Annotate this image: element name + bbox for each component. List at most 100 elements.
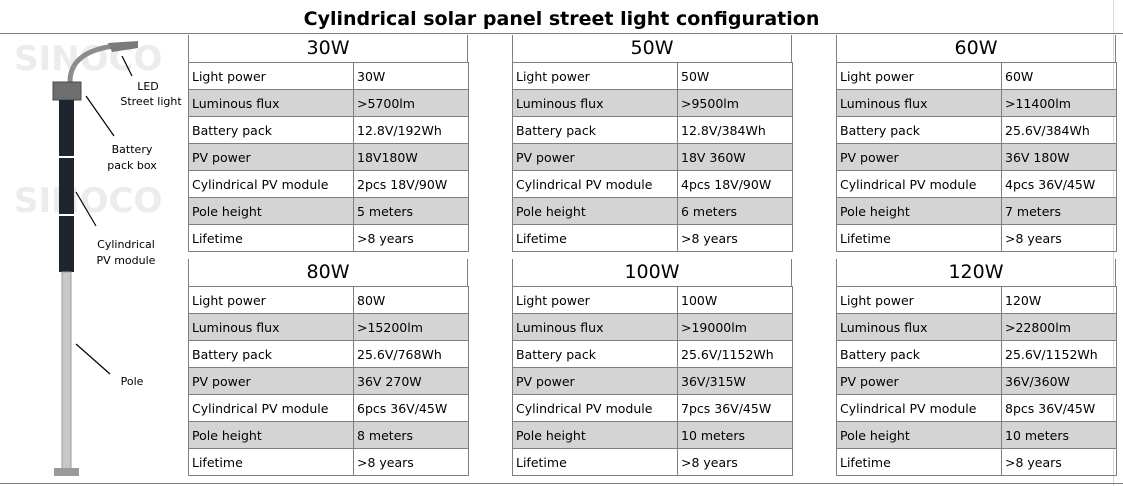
spec-label: PV power [188,367,354,395]
spec-label: Luminous flux [188,313,354,341]
spec-label: Battery pack [188,116,354,144]
table-row: Pole height 5 meters [188,197,469,225]
spec-label: PV power [188,143,354,171]
label-battery: Battery [111,143,153,156]
table-row: PV power 36V 270W [188,367,469,395]
spec-value: >8 years [1001,448,1117,476]
spec-value: 36V 180W [1001,143,1117,171]
spec-value: 4pcs 36V/45W [1001,170,1117,198]
table-row: Cylindrical PV module 7pcs 36V/45W [512,394,793,422]
spec-value: 18V 360W [677,143,793,171]
table-row: Battery pack 25.6V/768Wh [188,340,469,368]
config-block: 60W Light power 60W Luminous flux >11400lm Ba… [836,35,1117,252]
spec-label: Luminous flux [188,89,354,117]
led-lamp-head [108,41,138,52]
label-battery-box: pack box [107,159,157,172]
spec-value: 30W [353,62,469,90]
spec-value: 36V/315W [677,367,793,395]
config-title: 60W [836,35,1116,62]
lamp-arm [67,43,115,83]
table-row: Cylindrical PV module 6pcs 36V/45W [188,394,469,422]
spec-value: 25.6V/1152Wh [1001,340,1117,368]
spec-label: Cylindrical PV module [836,170,1002,198]
config-block: 100W Light power 100W Luminous flux >19000lm… [512,259,793,476]
table-row: Luminous flux >11400lm [836,89,1117,117]
spec-label: Lifetime [836,448,1002,476]
spec-value: 6 meters [677,197,793,225]
table-row: Luminous flux >22800lm [836,313,1117,341]
watermark-text-2: SINOCO [14,181,162,221]
table-row: Light power 120W [836,286,1117,314]
spec-value: 18V180W [353,143,469,171]
table-row: PV power 18V180W [188,143,469,171]
spec-value: 10 meters [677,421,793,449]
spec-label: Light power [836,62,1002,90]
spec-label: Lifetime [512,448,678,476]
table-row: Battery pack 12.8V/384Wh [512,116,793,144]
spec-value: 7 meters [1001,197,1117,225]
table-row: Cylindrical PV module 8pcs 36V/45W [836,394,1117,422]
table-row: Lifetime >8 years [188,448,469,476]
spec-value: >8 years [1001,224,1117,252]
spec-label: Cylindrical PV module [188,170,354,198]
spec-label: Lifetime [836,224,1002,252]
table-row: Light power 30W [188,62,469,90]
table-row: Lifetime >8 years [836,224,1117,252]
spec-value: 80W [353,286,469,314]
spec-value: >15200lm [353,313,469,341]
spec-label: Pole height [836,197,1002,225]
table-row: Luminous flux >5700lm [188,89,469,117]
spec-value: 25.6V/1152Wh [677,340,793,368]
spec-label: Battery pack [836,116,1002,144]
spec-label: Pole height [836,421,1002,449]
config-table: Light power 50W Luminous flux >9500lm Batter… [512,62,793,252]
page-title: Cylindrical solar panel street light con… [303,8,820,30]
spec-label: Cylindrical PV module [188,394,354,422]
pole [61,271,72,473]
table-row: Battery pack 25.6V/1152Wh [512,340,793,368]
pv-module [59,100,74,156]
config-table: Light power 80W Luminous flux >15200lm Batte… [188,286,469,476]
config-table: Light power 60W Luminous flux >11400lm Batte… [836,62,1117,252]
spec-label: Battery pack [188,340,354,368]
spec-label: Pole height [188,197,354,225]
arrow-battery [85,95,115,137]
spec-value: 36V/360W [1001,367,1117,395]
spec-value: 12.8V/192Wh [353,116,469,144]
table-row: Luminous flux >9500lm [512,89,793,117]
table-row: PV power 36V 180W [836,143,1117,171]
config-block: 30W Light power 30W Luminous flux >5700lm Bat… [188,35,469,252]
spec-value: 12.8V/384Wh [677,116,793,144]
spec-label: Luminous flux [512,89,678,117]
arrow-pv [75,191,97,227]
table-row: Cylindrical PV module 2pcs 18V/90W [188,170,469,198]
battery-pack-box [52,81,82,101]
table-row: PV power 36V/360W [836,367,1117,395]
spec-value: 5 meters [353,197,469,225]
spec-value: 100W [677,286,793,314]
spec-label: PV power [512,367,678,395]
config-title: 120W [836,259,1116,286]
spec-value: >19000lm [677,313,793,341]
spec-label: Luminous flux [836,313,1002,341]
spec-value: >8 years [353,224,469,252]
table-row: PV power 18V 360W [512,143,793,171]
spec-value: 60W [1001,62,1117,90]
table-row: Light power 60W [836,62,1117,90]
table-row: Lifetime >8 years [836,448,1117,476]
spec-label: PV power [512,143,678,171]
street-light-illustration: SINOCO SINOCO LED Street l [4,36,187,482]
spec-value: >8 years [677,448,793,476]
spec-value: >8 years [677,224,793,252]
spec-value: 4pcs 18V/90W [677,170,793,198]
config-table: Light power 100W Luminous flux >19000lm Batt… [512,286,793,476]
spec-value: 6pcs 36V/45W [353,394,469,422]
table-row: PV power 36V/315W [512,367,793,395]
arrow-led [121,55,133,77]
label-pv-module: PV module [96,254,156,267]
spec-value: 7pcs 36V/45W [677,394,793,422]
spec-label: Cylindrical PV module [512,170,678,198]
config-block: 80W Light power 80W Luminous flux >15200lm Ba… [188,259,469,476]
spec-value: >9500lm [677,89,793,117]
